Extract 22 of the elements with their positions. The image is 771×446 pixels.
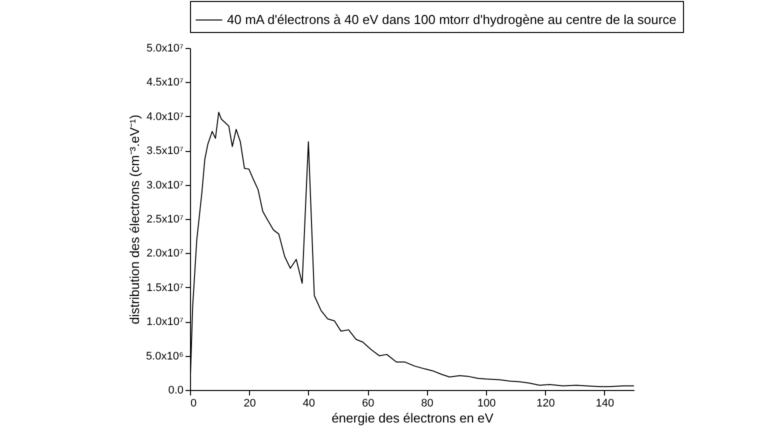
x-axis-title: énergie des électrons en eV (332, 410, 494, 426)
y-tick-label: 1.0x10⁷ (146, 316, 184, 328)
legend-label: 40 mA d'électrons à 40 eV dans 100 mtorr d'hydrogène au centre de la source (227, 12, 676, 27)
y-tick-label: 4.0x10⁷ (146, 110, 184, 123)
x-tick-label: 20 (244, 398, 256, 410)
y-tick-label: 4.5x10⁷ (146, 76, 184, 89)
x-tick-label: 60 (362, 398, 374, 410)
x-tick-label: 80 (421, 398, 434, 410)
y-tick-label: 1.5x10⁷ (146, 282, 184, 294)
y-axis-title: distribution des électrons (cm⁻³.eV⁻¹) (126, 114, 142, 324)
y-tick-label: 3.5x10⁷ (146, 145, 184, 158)
x-tick-label: 40 (302, 398, 316, 410)
y-tick-label: 0.0 (168, 384, 184, 396)
x-tick-label: 120 (536, 398, 555, 410)
y-tick-label: 3.0x10⁷ (146, 179, 184, 192)
y-tick-label: 2.5x10⁷ (146, 214, 184, 226)
x-tick-label: 140 (596, 398, 614, 410)
y-tick-label: 5.0x10⁶ (146, 350, 184, 362)
y-tick-label: 5.0x10⁷ (146, 42, 184, 54)
x-tick-label: 100 (477, 398, 496, 410)
x-tick-label: 0 (190, 398, 197, 410)
y-tick-label: 2.0x10⁷ (146, 248, 184, 260)
